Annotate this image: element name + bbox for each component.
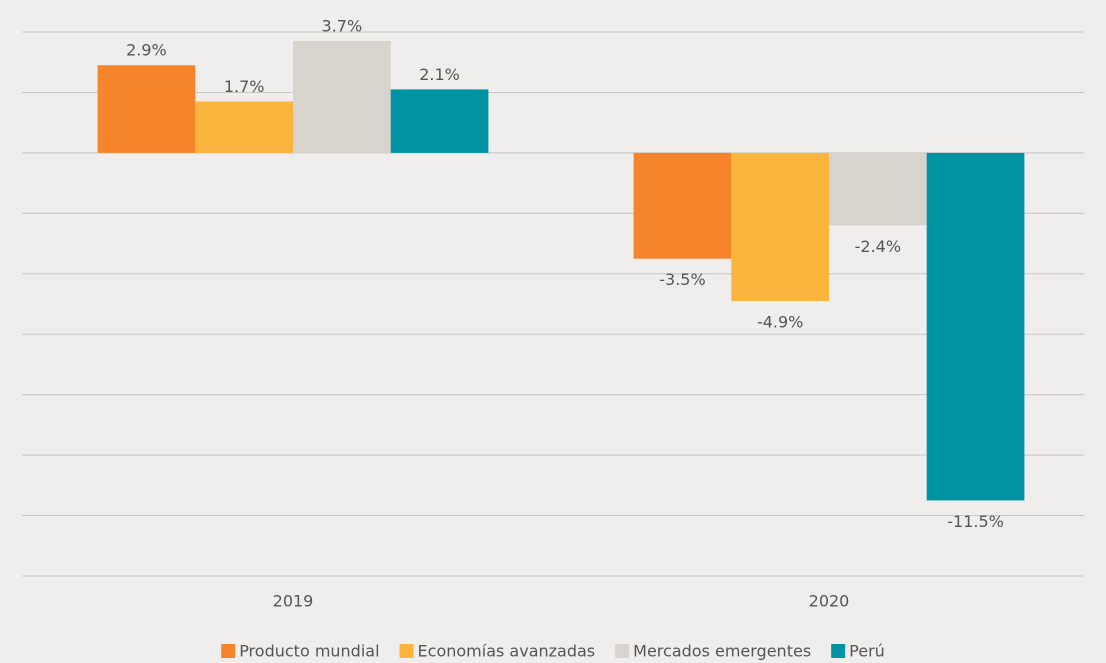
- x-tick-label: 2019: [273, 592, 314, 611]
- data-label: -3.5%: [659, 270, 705, 289]
- legend-label: Mercados emergentes: [633, 642, 811, 661]
- legend-swatch: [399, 644, 414, 658]
- legend-swatch: [615, 644, 630, 658]
- bar: [829, 152, 927, 226]
- legend-label: Economías avanzadas: [418, 642, 596, 661]
- legend-label: Producto mundial: [239, 642, 379, 661]
- data-label: 1.7%: [224, 77, 265, 96]
- bar: [926, 152, 1025, 501]
- data-label: -2.4%: [855, 237, 901, 256]
- bar: [97, 65, 196, 153]
- legend-label: Perú: [849, 642, 885, 661]
- legend-swatch: [831, 644, 846, 658]
- data-label: 2.1%: [419, 65, 460, 84]
- bar: [731, 152, 829, 301]
- x-tick-label: 2020: [809, 592, 850, 611]
- bar: [195, 101, 293, 153]
- bar: [633, 152, 732, 259]
- bar: [390, 89, 489, 153]
- legend-swatch: [221, 644, 236, 658]
- data-label: -11.5%: [947, 512, 1004, 531]
- data-label: 3.7%: [322, 17, 363, 36]
- data-label: 2.9%: [126, 41, 167, 60]
- data-label: -4.9%: [757, 312, 803, 331]
- bar: [293, 41, 391, 153]
